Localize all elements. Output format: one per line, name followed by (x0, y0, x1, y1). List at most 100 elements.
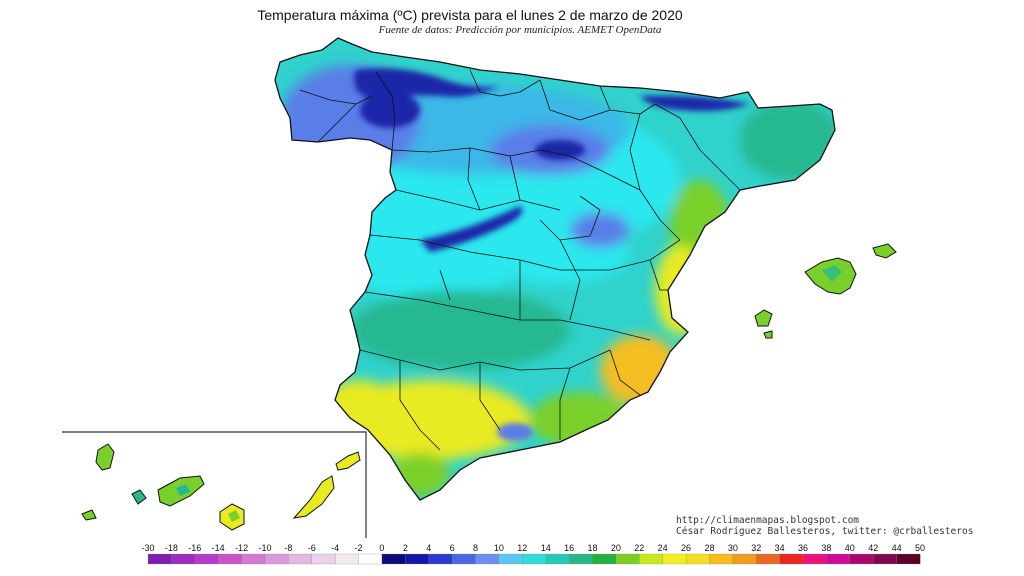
legend-tick-label: -14 (212, 543, 225, 553)
legend-tick-label: 34 (775, 543, 785, 553)
legend-swatch (709, 553, 734, 565)
lanzarote (335, 451, 361, 471)
border-la-rioja (539, 79, 611, 121)
la-palma (95, 443, 115, 471)
legend-tick-label: 20 (611, 543, 621, 553)
canary-islands-inset (62, 431, 367, 538)
legend-swatch (334, 553, 359, 565)
legend-tick-label: 16 (564, 543, 574, 553)
legend-swatch (756, 553, 781, 565)
legend-swatch (849, 553, 874, 565)
central-cyan-zone (340, 220, 520, 300)
fuerteventura (292, 475, 335, 519)
border-castilla-north (391, 147, 641, 191)
legend-tick-label: 6 (450, 543, 455, 553)
border-andalucia-north (349, 309, 611, 371)
mallorca-inner (822, 265, 842, 282)
legend-swatch (405, 553, 430, 565)
legend-swatch (171, 553, 196, 565)
legend-swatch (896, 553, 921, 565)
teide-cool (176, 484, 190, 496)
border-sevilla (399, 360, 441, 451)
legend-tick-label: 12 (517, 543, 527, 553)
legend-swatch (381, 553, 406, 565)
legend-swatch (615, 553, 640, 565)
legend-labels: -30 -18 -16 -14 -12 -10 -8 -6 -4 -2 0 2 4 6 8 10 12 14 16 1… (141, 543, 925, 553)
legend-tick-label: -8 (284, 543, 292, 553)
pyrenees-cold (640, 95, 750, 112)
border-murcia (609, 349, 641, 396)
map-subtitle: Fuente de datos: Predicción por municipi… (378, 24, 662, 36)
province-borders (299, 69, 741, 451)
legend-swatch (779, 553, 804, 565)
border-toledo-cuenca (559, 239, 581, 321)
legend-tick-label: -2 (355, 543, 363, 553)
border-basque (599, 85, 656, 115)
legend-tick-label: 38 (821, 543, 831, 553)
legend-swatch (451, 553, 476, 565)
legend-swatch (218, 553, 243, 565)
legend-tick-label: -18 (165, 543, 178, 553)
legend-swatch (522, 553, 547, 565)
inset-frame (62, 431, 367, 538)
border-aragon-catalonia (654, 103, 741, 191)
legend-tick-label: 8 (473, 543, 478, 553)
sierra-nevada-cool (497, 423, 533, 441)
cuenca-cool (570, 212, 630, 248)
legend-swatches (147, 553, 921, 565)
legend-swatch (264, 553, 289, 565)
legend-swatch (311, 553, 336, 565)
legend-swatch (545, 553, 570, 565)
la-gomera (131, 489, 147, 505)
legend-swatch (288, 553, 313, 565)
legend-swatch (732, 553, 757, 565)
formentera (763, 330, 773, 339)
legend-tick-label: 50 (915, 543, 925, 553)
legend-swatch (802, 553, 827, 565)
legend-tick-label: 32 (751, 543, 761, 553)
legend-swatch (475, 553, 500, 565)
legend-swatch (592, 553, 617, 565)
border-galicia-provinces (299, 89, 357, 105)
catalonia-coast (740, 100, 835, 180)
border-madrid (539, 195, 601, 241)
legend-tick-label: 18 (587, 543, 597, 553)
border-asturias-cantabria (469, 69, 541, 97)
map-title: Temperatura máxima (ºC) prevista para el… (257, 7, 683, 23)
legend-swatch (498, 553, 523, 565)
legend-tick-label: 36 (798, 543, 808, 553)
ibiza (754, 309, 773, 327)
legend-swatch (568, 553, 593, 565)
legend-tick-label: -10 (258, 543, 271, 553)
border-valencia (649, 259, 668, 291)
central-system-cold (420, 206, 523, 252)
legend-swatch (147, 553, 172, 565)
legend-tick-label: 42 (868, 543, 878, 553)
legend-swatch (639, 553, 664, 565)
legend-tick-label: 40 (845, 543, 855, 553)
legend-tick-label: -6 (308, 543, 316, 553)
legend-swatch (826, 553, 851, 565)
legend-tick-label: 14 (541, 543, 551, 553)
legend-swatch (873, 553, 898, 565)
border-cordoba-jaen (479, 362, 501, 431)
border-segovia (509, 155, 521, 201)
legend-tick-label: 4 (426, 543, 431, 553)
legend-tick-label: 44 (892, 543, 902, 553)
legend-tick-label: 0 (379, 543, 384, 553)
gran-canaria-center (228, 510, 240, 522)
legend-tick-label: 10 (494, 543, 504, 553)
credit-author: César Rodríguez Ballesteros, twitter: @c… (676, 526, 974, 537)
el-hierro (81, 509, 97, 521)
moncayo-cold (535, 140, 585, 160)
credit-website: http://climaenmapas.blogspot.com (676, 515, 860, 526)
border-valladolid (467, 147, 481, 211)
legend-swatch (241, 553, 266, 565)
legend-tick-label: 26 (681, 543, 691, 553)
legend-tick-label: -30 (141, 543, 154, 553)
legend-swatch (685, 553, 710, 565)
legend-tick-label: 22 (634, 543, 644, 553)
legend-tick-label: 24 (658, 543, 668, 553)
